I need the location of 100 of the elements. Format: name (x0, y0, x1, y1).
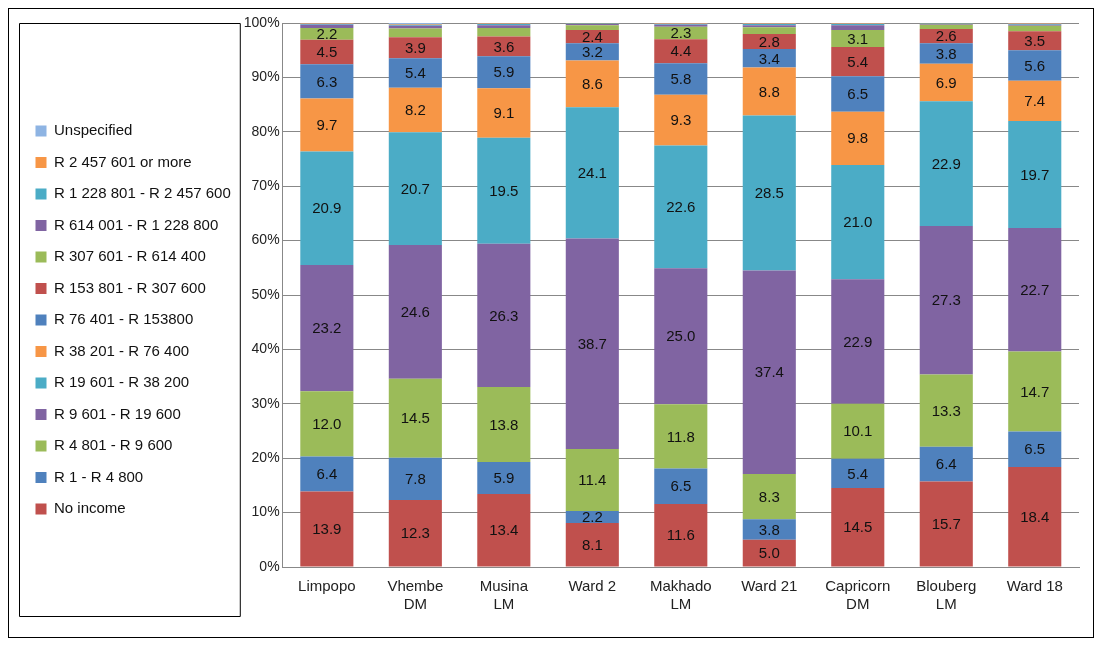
x-tick-label: Blouberg LM (916, 577, 977, 613)
data-label: 10.1 (843, 422, 873, 440)
y-tick-label: 50% (251, 285, 280, 302)
data-label: 9.3 (670, 111, 692, 129)
x-tick-label: Limpopo (298, 577, 356, 595)
data-label: 22.9 (843, 332, 873, 350)
data-label: 5.0 (758, 544, 780, 562)
data-label: 3.8 (935, 44, 957, 62)
data-label: 28.5 (754, 184, 784, 202)
data-label: 24.1 (577, 164, 607, 182)
x-tick-label: Ward 18 (1006, 577, 1063, 595)
legend-label: R 4 801 - R 9 600 (54, 436, 173, 454)
data-label: 6.4 (316, 465, 338, 483)
data-label: 20.9 (312, 199, 342, 217)
data-label: 20.7 (400, 179, 430, 197)
data-label: 3.5 (1024, 31, 1046, 49)
data-label: 2.6 (935, 27, 957, 45)
legend-label: No income (54, 499, 126, 517)
data-label: 22.7 (1020, 280, 1050, 298)
data-label: 18.4 (1020, 507, 1050, 525)
data-label: 11.8 (666, 427, 695, 445)
data-label: 11.6 (666, 526, 695, 544)
legend-label: R 2 457 601 or more (54, 152, 192, 170)
y-tick-label: 30% (251, 394, 280, 411)
y-tick-label: 100% (243, 13, 280, 30)
data-label: 2.8 (758, 32, 780, 50)
data-label: 38.7 (577, 334, 607, 352)
y-tick-label: 20% (251, 449, 280, 466)
data-label: 3.2 (581, 42, 603, 60)
data-label: 3.6 (493, 37, 515, 55)
data-label: 12.3 (400, 524, 430, 542)
data-label: 2.2 (316, 25, 338, 43)
data-label: 5.9 (493, 63, 515, 81)
x-tick-label: Capricorn DM (825, 577, 891, 613)
legend-label: Unspecified (54, 121, 133, 139)
data-label: 8.6 (581, 75, 603, 93)
data-label: 8.3 (758, 487, 780, 505)
data-label: 5.8 (670, 70, 692, 88)
data-label: 11.4 (578, 471, 607, 489)
data-label: 2.3 (670, 24, 692, 42)
data-label: 6.5 (1024, 440, 1046, 458)
data-label: 5.4 (404, 64, 426, 82)
legend-label: R 38 201 - R 76 400 (54, 341, 190, 359)
data-label: 15.7 (931, 515, 961, 533)
x-tick-label: Makhado LM (649, 577, 712, 613)
data-label: 2.2 (581, 508, 603, 526)
data-label: 6.5 (670, 477, 692, 495)
data-label: 3.8 (758, 520, 780, 538)
data-label: 9.7 (316, 116, 338, 134)
data-label: 6.3 (316, 72, 338, 90)
data-label: 8.1 (581, 535, 603, 553)
data-label: 6.5 (847, 85, 869, 103)
data-label: 19.5 (489, 181, 519, 199)
data-label: 14.5 (843, 518, 873, 536)
data-label: 14.7 (1020, 382, 1050, 400)
legend-label: R 307 601 - R 614 400 (54, 247, 206, 265)
x-tick-label: Vhembe DM (387, 577, 444, 613)
data-label: 3.9 (404, 38, 426, 56)
data-label: 8.8 (758, 82, 780, 100)
data-label: 2.4 (581, 27, 603, 45)
data-label: 5.9 (493, 469, 515, 487)
data-label: 13.8 (489, 415, 519, 433)
y-tick-label: 90% (251, 68, 280, 85)
data-label: 13.4 (489, 521, 519, 539)
x-tick-label: Musina LM (479, 577, 529, 613)
data-label: 8.2 (404, 101, 426, 119)
legend-label: R 1 - R 4 800 (54, 467, 144, 485)
data-label: 14.5 (400, 409, 430, 427)
data-label: 24.6 (400, 303, 430, 320)
legend-label: R 19 601 - R 38 200 (54, 373, 190, 391)
legend-label: R 153 801 - R 307 600 (54, 278, 206, 296)
legend-label: R 9 601 - R 19 600 (54, 404, 181, 422)
y-tick-label: 40% (251, 340, 280, 357)
y-tick-label: 70% (251, 177, 280, 194)
data-label: 9.1 (493, 104, 515, 122)
data-label: 26.3 (489, 306, 519, 324)
x-tick-label: Ward 21 (741, 577, 798, 595)
data-label: 13.9 (312, 520, 342, 538)
x-tick-label: Ward 2 (568, 577, 617, 595)
data-label: 19.7 (1020, 165, 1050, 183)
data-label: 37.4 (754, 363, 784, 381)
data-label: 13.3 (931, 401, 961, 419)
data-label: 25.0 (666, 327, 696, 345)
y-tick-label: 60% (251, 231, 280, 248)
legend-label: R 1 228 801 - R 2 457 600 (54, 184, 231, 202)
data-label: 6.4 (935, 455, 957, 473)
data-label: 6.9 (935, 73, 957, 91)
y-tick-label: 0% (259, 557, 280, 574)
data-label: 5.4 (847, 52, 869, 70)
legend-label: R 614 001 - R 1 228 800 (54, 215, 219, 233)
legend-label: R 76 401 - R 153800 (54, 310, 194, 328)
data-label: 3.4 (758, 49, 780, 67)
y-tick-label: 80% (251, 122, 280, 139)
data-label: 9.8 (847, 129, 869, 147)
data-label: 7.4 (1024, 91, 1046, 109)
data-label: 7.8 (404, 470, 426, 488)
data-label: 3.1 (847, 29, 869, 47)
data-label: 4.5 (316, 43, 338, 61)
data-label: 4.4 (670, 42, 692, 60)
data-label: 5.4 (847, 464, 869, 482)
